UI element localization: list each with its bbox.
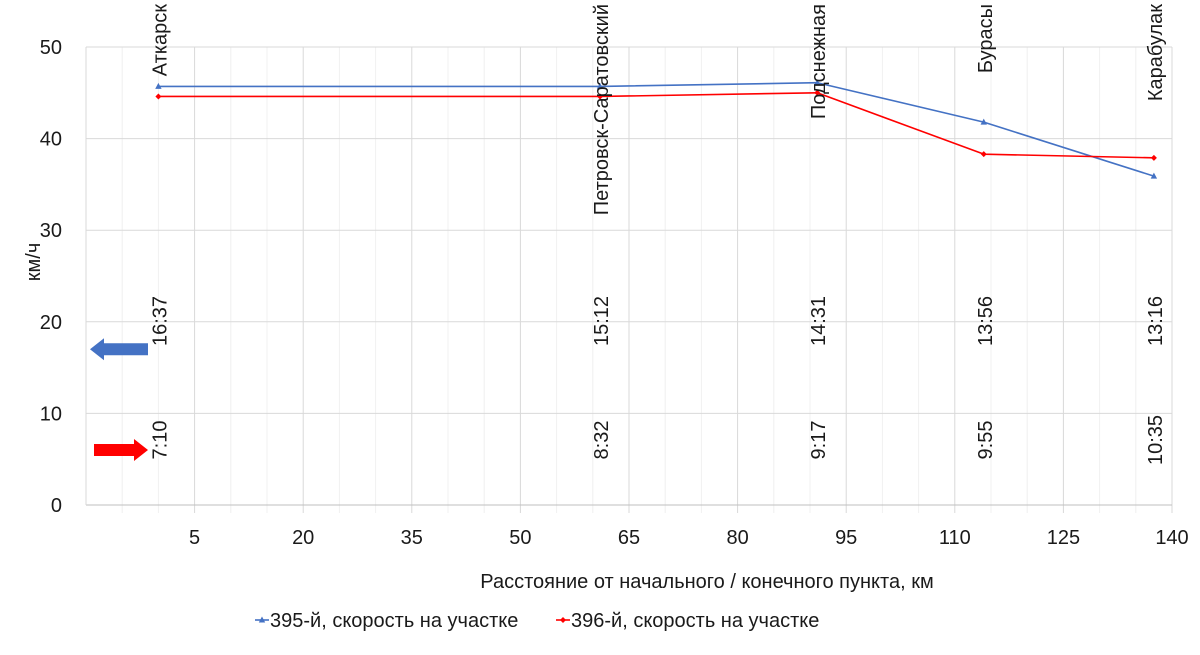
station-name: Петровск-Саратовский: [591, 4, 613, 215]
station-time-396: 7:10: [149, 421, 171, 460]
y-tick-label: 20: [40, 312, 62, 334]
station-name: Аткарск: [149, 4, 171, 76]
station-time-396: 9:17: [808, 421, 830, 460]
x-tick-label: 65: [618, 527, 640, 549]
series-layer: [155, 79, 1158, 179]
legend: 395-й, скорость на участке 396-й, скорост…: [255, 610, 819, 632]
series-0-point: [980, 118, 987, 125]
x-tick-labels: 5 20 35 50 65 80 95 110 125 140: [189, 527, 1189, 549]
direction-arrows: [90, 338, 148, 462]
y-tick-labels: 0 10 20 30 40 50: [40, 37, 62, 517]
series-1-point: [814, 89, 821, 96]
x-tick-label: 80: [726, 527, 748, 549]
station-time-396: 10:35: [1145, 415, 1167, 465]
station-labels: Аткарск 16:37 7:10 Петровск-Саратовский 15:1…: [149, 4, 1167, 465]
legend-entry-label: 396-й, скорость на участке: [571, 610, 819, 632]
station-time-396: 9:55: [975, 421, 997, 460]
series-1-point: [597, 93, 604, 100]
series-1-point: [155, 93, 162, 100]
x-tick-label: 35: [401, 527, 423, 549]
y-tick-label: 0: [51, 495, 62, 517]
series-0-point: [596, 82, 604, 89]
station-time-395: 13:16: [1145, 296, 1167, 346]
x-tick-label: 140: [1155, 527, 1188, 549]
x-tick-label: 95: [835, 527, 857, 549]
axes: [85, 47, 1172, 506]
direction-arrow-left-icon: [90, 338, 148, 361]
legend-entry-label: 395-й, скорость на участке: [270, 610, 518, 632]
y-tick-label: 10: [40, 403, 62, 425]
y-tick-label: 50: [40, 37, 62, 59]
series-0-point: [1150, 172, 1158, 179]
series-0-point: [814, 79, 821, 86]
x-tick-label: 5: [189, 527, 200, 549]
station-name: Бурасы: [975, 4, 997, 73]
station-name: Карабулак: [1145, 4, 1167, 101]
station-name: Подснежная: [808, 4, 830, 119]
x-tick-label: 20: [292, 527, 314, 549]
station-time-395: 15:12: [591, 296, 613, 346]
station-time-395: 14:31: [808, 296, 830, 346]
y-axis-title: км/ч: [23, 243, 45, 281]
station-time-396: 8:32: [591, 421, 613, 460]
major-gridlines: [86, 46, 1173, 513]
series-1-point: [1150, 154, 1157, 161]
x-tick-label: 50: [509, 527, 531, 549]
legend-marker-diamond-icon: [560, 617, 566, 623]
station-time-395: 16:37: [149, 296, 171, 346]
series-0-point: [155, 82, 162, 89]
y-tick-label: 30: [40, 220, 62, 242]
x-axis-title: Расстояние от начального / конечного пун…: [480, 571, 933, 593]
series-1-point: [980, 151, 987, 158]
minor-gridlines: [121, 47, 1137, 513]
station-time-395: 13:56: [975, 296, 997, 346]
x-tick-label: 125: [1047, 527, 1080, 549]
legend-marker-triangle-icon: [258, 616, 266, 623]
y-tick-label: 40: [40, 129, 62, 151]
direction-arrow-right-icon: [94, 439, 148, 462]
x-tick-label: 110: [939, 527, 971, 549]
